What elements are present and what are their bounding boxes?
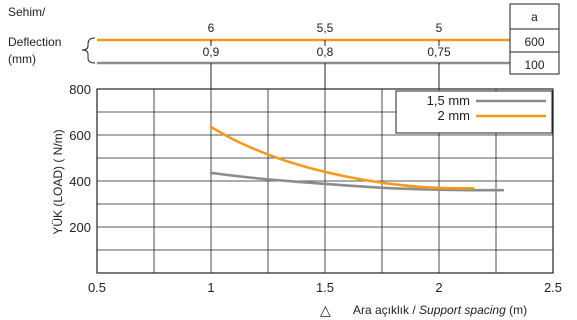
deflection-title-line3: (mm) (8, 52, 36, 66)
deflection-value: 0,8 (317, 45, 334, 59)
x-axis-label-italic: Support spacing (419, 303, 506, 317)
x-axis-footnote-symbol: △ (320, 302, 331, 318)
x-tick-label: 0.5 (88, 280, 106, 295)
deflection-value: 6 (208, 21, 215, 35)
legend: 1,5 mm2 mm (396, 91, 552, 133)
x-tick-label: 2 (435, 280, 442, 295)
a-table: a 600 100 (510, 4, 559, 74)
deflection-title-line2: Deflection (8, 35, 61, 49)
x-axis-title: △ Ara açıklık / Support spacing (m) (320, 302, 527, 318)
a-table-value-2: 100 (524, 58, 544, 72)
a-table-header: a (531, 10, 538, 24)
y-tick-label: 200 (69, 220, 91, 235)
deflection-value: 0,75 (427, 45, 451, 59)
deflection-value: 0,9 (203, 45, 220, 59)
x-tick-label: 2.5 (544, 280, 562, 295)
deflection-title-line1: Sehim/ (8, 5, 46, 19)
legend-label: 1,5 mm (427, 93, 470, 108)
deflection-brace (82, 38, 95, 63)
y-tick-label: 400 (69, 174, 91, 189)
deflection-header: Sehim/ Deflection (mm) 6 5,5 5 0,9 0,8 0,75 a… (8, 4, 559, 89)
deflection-value: 5 (436, 21, 443, 35)
y-tick-label: 800 (69, 82, 91, 97)
x-axis-label: Ara açıklık / Support spacing (m) (353, 303, 527, 317)
x-axis-label-unit: (m) (506, 303, 527, 317)
x-tick-label: 1 (207, 280, 214, 295)
legend-box (396, 91, 552, 133)
x-tick-label: 1.5 (316, 280, 334, 295)
y-axis-title: YÜK (LOAD) ( N/m) (51, 129, 65, 234)
legend-label: 2 mm (438, 108, 471, 123)
x-axis-label-regular: Ara açıklık / (353, 303, 419, 317)
y-tick-label: 600 (69, 128, 91, 143)
x-tick-labels: 0.5 1 1.5 2 2.5 (88, 280, 562, 295)
a-table-value-1: 600 (524, 35, 544, 49)
deflection-value: 5,5 (317, 21, 334, 35)
deflection-rows: 6 5,5 5 0,9 0,8 0,75 (97, 21, 510, 89)
y-tick-labels: 200 400 600 800 (69, 82, 91, 235)
